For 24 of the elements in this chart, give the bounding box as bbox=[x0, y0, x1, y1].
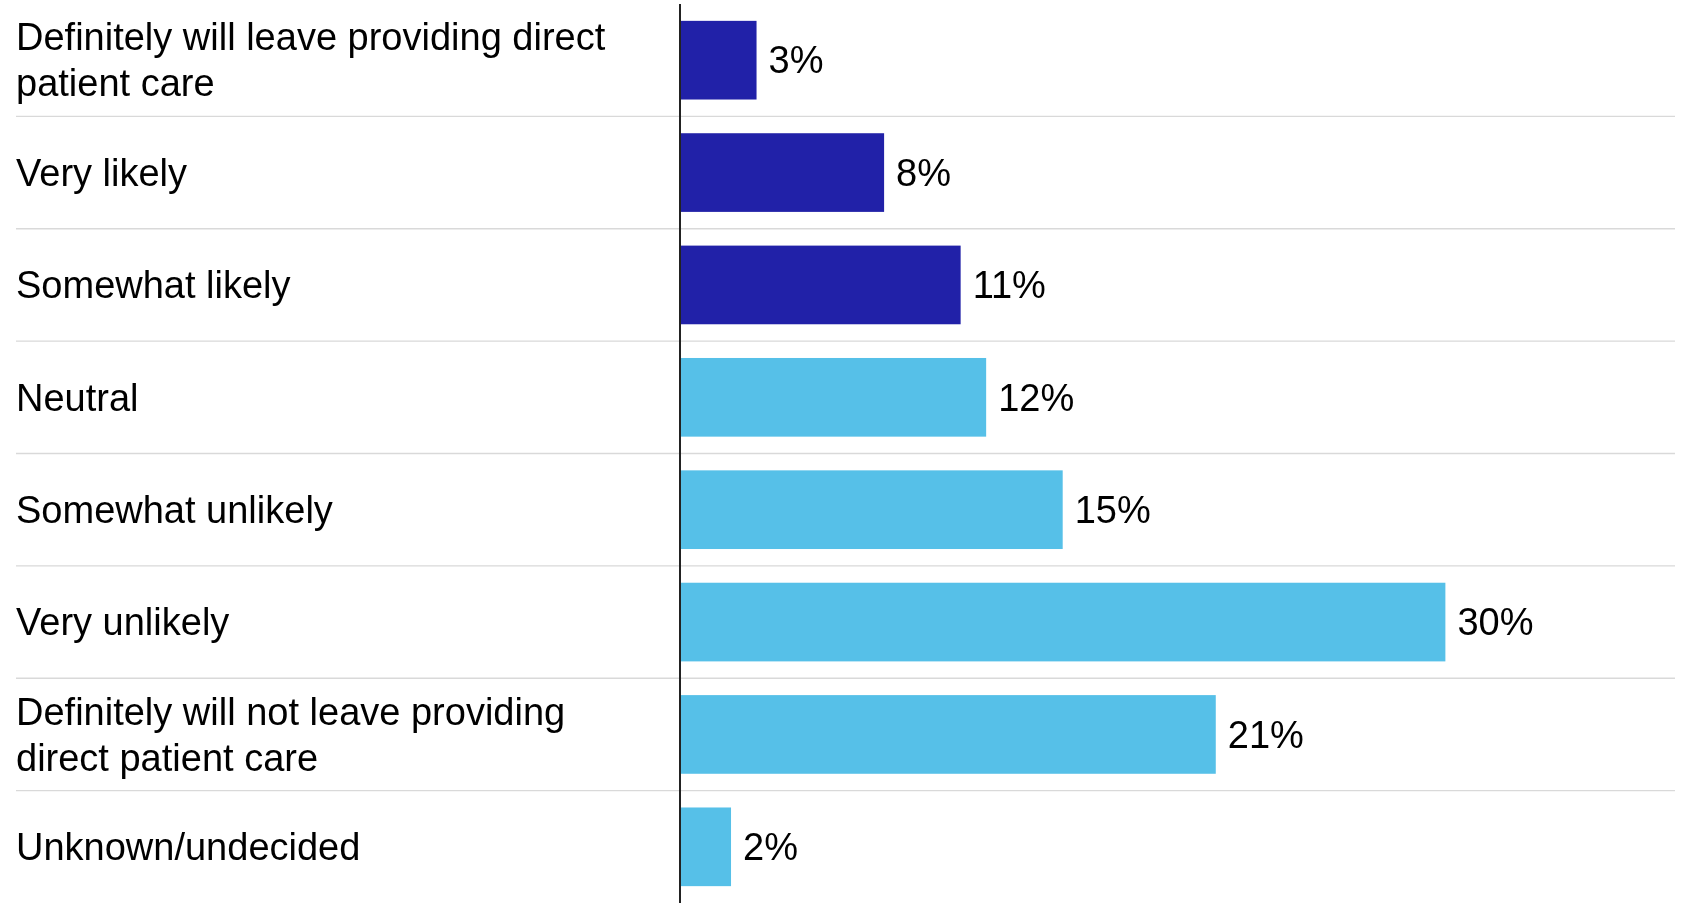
bar bbox=[680, 695, 1216, 774]
bar bbox=[680, 245, 961, 325]
bar bbox=[680, 357, 987, 437]
y-tick-label: Definitely will leave providing direct patient care bbox=[16, 16, 606, 105]
data-label: 15% bbox=[1074, 488, 1151, 531]
y-tick-label: Unknown/undecided bbox=[16, 826, 361, 869]
bar bbox=[680, 20, 757, 100]
y-tick-label: Very unlikely bbox=[16, 601, 230, 644]
data-label: 3% bbox=[768, 39, 824, 82]
bar bbox=[680, 470, 1063, 550]
y-tick-label: Neutral bbox=[16, 376, 139, 419]
bar bbox=[680, 133, 885, 212]
y-tick-label: Somewhat likely bbox=[16, 264, 291, 307]
bar bbox=[680, 807, 732, 887]
data-label: 11% bbox=[972, 264, 1046, 307]
data-label: 30% bbox=[1457, 601, 1534, 644]
y-tick-label: Somewhat unlikely bbox=[16, 488, 333, 531]
y-tick-label: Definitely will not leave providing direct patient care bbox=[16, 690, 566, 779]
bar bbox=[680, 582, 1446, 662]
data-label: 2% bbox=[743, 826, 798, 869]
y-tick-label: Very likely bbox=[16, 151, 188, 194]
data-label: 8% bbox=[896, 151, 952, 194]
data-label: 21% bbox=[1227, 713, 1304, 756]
data-label: 12% bbox=[998, 376, 1075, 419]
